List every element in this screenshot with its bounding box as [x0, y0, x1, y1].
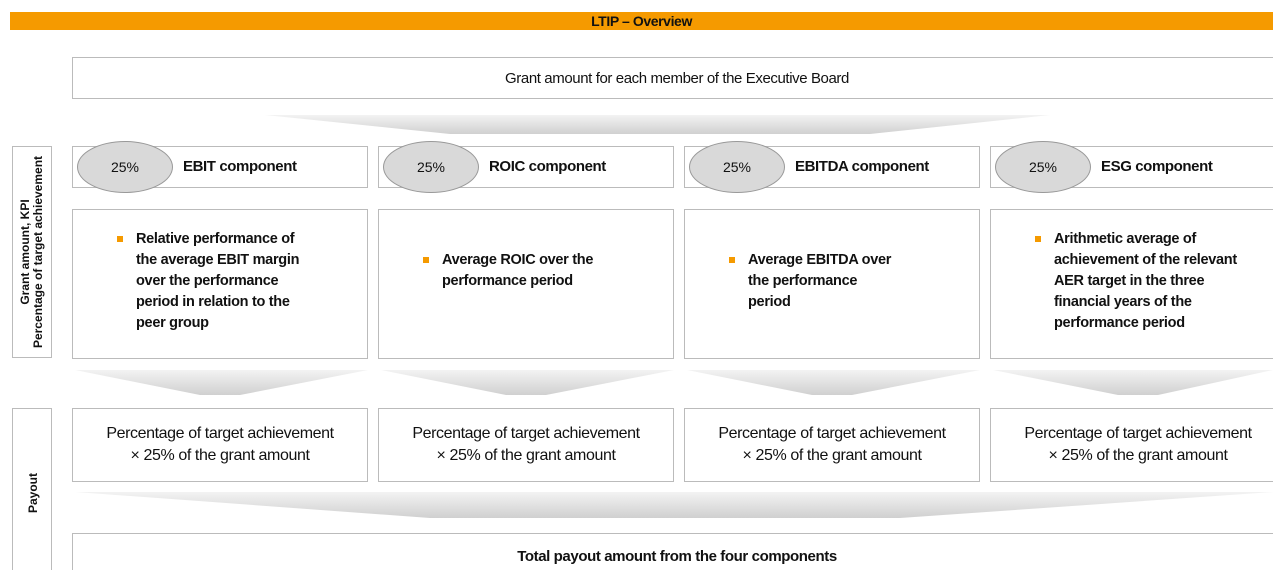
share: 25%	[995, 141, 1091, 193]
share: 25%	[77, 141, 173, 193]
arrow	[993, 370, 1273, 395]
description-box	[378, 209, 674, 359]
side-label: Grant amount, KPI Percentage of target a…	[13, 146, 51, 358]
share: 25%	[689, 141, 785, 193]
payout-line: Percentage of target achievement	[106, 425, 334, 442]
payout-box: Percentage of target achievement × 25% of…	[378, 408, 674, 482]
description: Relative performance of the average EBIT…	[114, 229, 314, 334]
arrow	[75, 492, 1273, 518]
payout-box: Percentage of target achievement × 25% of…	[72, 408, 368, 482]
side-label-line: Percentage of target achievement	[31, 155, 45, 349]
payout-box: Percentage of target achievement × 25% of…	[990, 408, 1273, 482]
description-box	[684, 209, 980, 359]
grant-box: Grant amount for each member of the Exec…	[72, 57, 1273, 99]
side-label: Payout	[14, 408, 52, 570]
description: Average EBITDA over the performance peri…	[726, 250, 896, 313]
description-box	[72, 209, 368, 359]
component-name: ROIC component	[489, 158, 606, 175]
arrow	[687, 370, 980, 395]
payout-line: Percentage of target achievement	[412, 425, 640, 442]
side-box: Payout	[12, 408, 52, 570]
total-box: Total payout amount from the four compon…	[72, 533, 1273, 570]
total: Total payout amount from the four compon…	[517, 548, 837, 565]
side-label-line: Payout	[25, 473, 40, 514]
payout-line: Percentage of target achievement	[1024, 425, 1252, 442]
payout-line: × 25% of the grant amount	[436, 447, 616, 464]
payout-line: × 25% of the grant amount	[130, 447, 310, 464]
share: 25%	[383, 141, 479, 193]
arrow	[75, 370, 368, 395]
payout-box: Percentage of target achievement × 25% of…	[684, 408, 980, 482]
side-box: Grant amount, KPI Percentage of target a…	[12, 146, 52, 358]
arrow	[265, 115, 1050, 134]
component-name: EBIT component	[183, 158, 297, 175]
description-box	[990, 209, 1273, 359]
payout-line: × 25% of the grant amount	[1048, 447, 1228, 464]
component-name: ESG component	[1101, 158, 1213, 175]
arrow	[381, 370, 674, 395]
payout-line: × 25% of the grant amount	[742, 447, 922, 464]
description: Average ROIC over the performance period	[420, 250, 620, 292]
payout-line: Percentage of target achievement	[718, 425, 946, 442]
component-name: EBITDA component	[795, 158, 929, 175]
grant: Grant amount for each member of the Exec…	[505, 69, 849, 87]
description: Arithmetic average of achievement of the…	[1032, 229, 1262, 334]
title: LTIP – Overview	[10, 12, 1273, 30]
